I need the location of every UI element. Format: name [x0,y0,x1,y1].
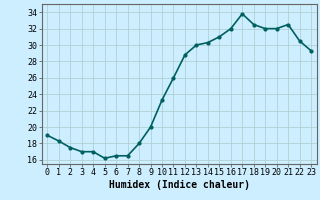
X-axis label: Humidex (Indice chaleur): Humidex (Indice chaleur) [109,180,250,190]
